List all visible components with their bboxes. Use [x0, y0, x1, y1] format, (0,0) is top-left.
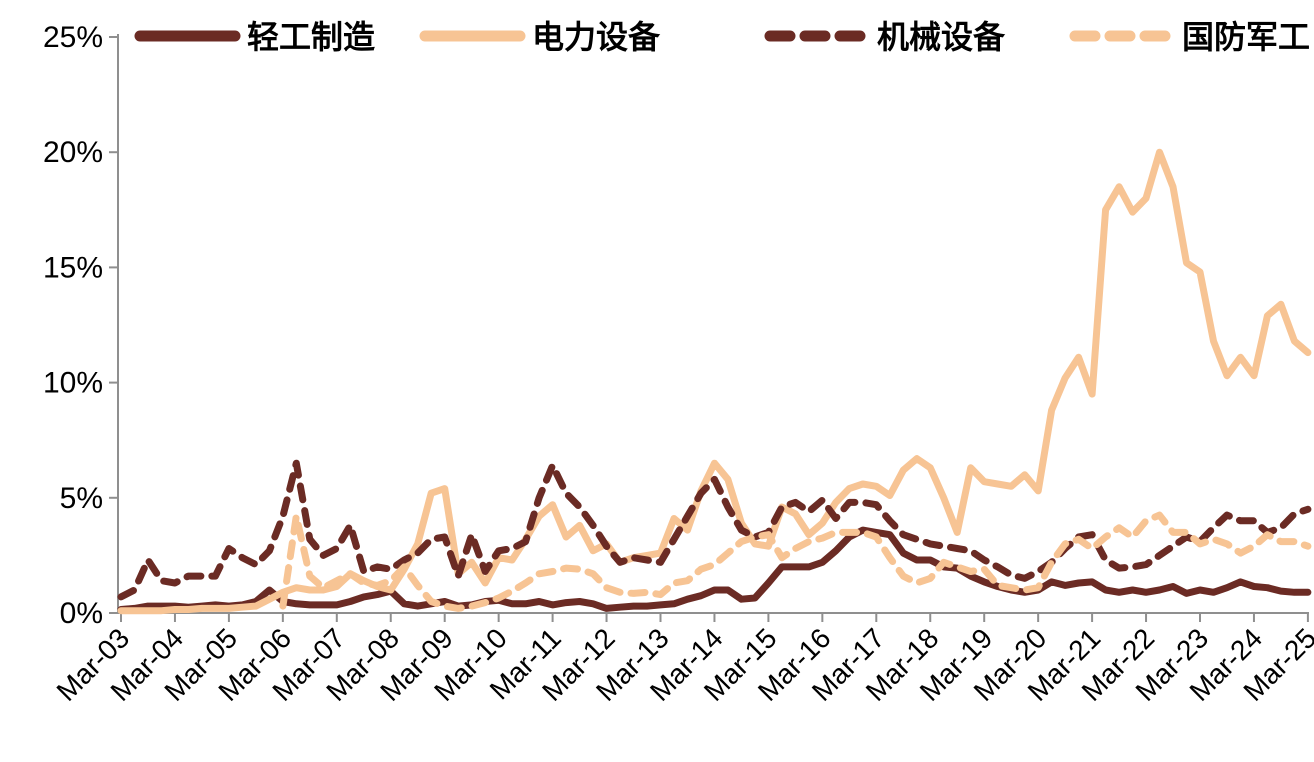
series-line-1: [117, 148, 1312, 615]
series-line-3: [279, 511, 1312, 612]
legend-item: 机械设备: [764, 19, 1006, 55]
y-tick-label: 5%: [60, 482, 103, 515]
y-tick-label: 25%: [43, 21, 103, 54]
y-tick-label: 0%: [60, 597, 103, 630]
series-line-2: [117, 459, 1312, 601]
legend-item: 轻工制造: [134, 19, 375, 55]
legend-label-1: 电力设备: [532, 19, 661, 55]
legend-label-2: 机械设备: [877, 19, 1006, 55]
y-tick-label: 20%: [43, 136, 103, 169]
legend-item: 电力设备: [419, 19, 661, 55]
legend-label-3: 国防军工: [1182, 19, 1310, 55]
legend-item: 国防军工: [1069, 19, 1310, 55]
series-line-0: [117, 526, 1312, 613]
legend-label-0: 轻工制造: [247, 19, 375, 55]
y-tick-label: 10%: [43, 367, 103, 400]
y-tick-label: 15%: [43, 251, 103, 284]
